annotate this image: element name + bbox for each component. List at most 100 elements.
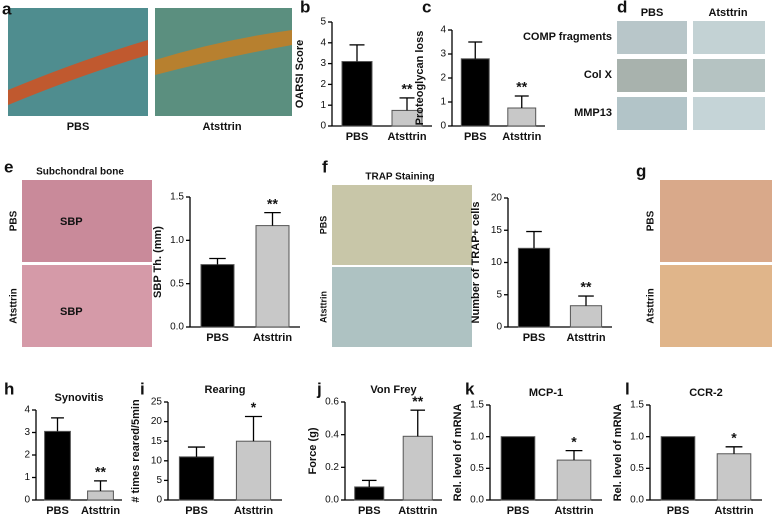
x-tick-label: Atsttrin: [234, 505, 273, 517]
image: [155, 30, 292, 75]
significance: **: [95, 464, 106, 480]
bar: [460, 58, 490, 127]
y-tick-label: 10: [151, 455, 163, 466]
chart-title: Von Frey: [370, 384, 417, 396]
y-tick-label: 0.0: [325, 495, 339, 506]
x-tick-label: Atsttrin: [398, 505, 437, 517]
x-tick-label: PBS: [206, 332, 229, 344]
y-tick-label: 2: [440, 73, 446, 84]
row-label: Atsttrin: [646, 288, 657, 324]
y-tick-label: 0.4: [325, 429, 339, 440]
panel-letter: f: [322, 157, 328, 176]
bar: [341, 61, 373, 127]
image-mark: SBP: [60, 216, 83, 228]
image: [693, 97, 765, 130]
image-title: Subchondral bone: [36, 167, 124, 178]
panel-letter: l: [625, 379, 630, 398]
panel-letter: a: [2, 0, 12, 18]
panel-letter: i: [140, 379, 145, 398]
y-tick-label: 2: [320, 79, 326, 90]
x-tick-label: PBS: [667, 505, 690, 517]
x-tick-label: PBS: [346, 131, 369, 143]
image: [8, 40, 148, 105]
bar: [660, 436, 696, 501]
x-tick-label: Atsttrin: [387, 131, 426, 143]
y-tick-label: 5: [496, 289, 502, 300]
image: [660, 265, 772, 347]
x-tick-label: Atsttrin: [714, 505, 753, 517]
y-tick-label: 1.0: [170, 235, 184, 246]
y-axis-label: Proteoglycan loss: [414, 31, 426, 126]
panel-letter: d: [617, 0, 627, 16]
x-tick-label: PBS: [46, 505, 69, 517]
x-tick-label: PBS: [507, 505, 530, 517]
image: [617, 97, 687, 130]
y-tick-label: 0: [156, 495, 162, 506]
image: [693, 59, 765, 92]
chart-title: Synovitis: [55, 392, 104, 404]
y-tick-label: 0.2: [325, 462, 339, 473]
y-tick-label: 1.5: [470, 400, 484, 411]
panel-letter: c: [422, 0, 431, 16]
panel-letter: e: [4, 157, 13, 176]
y-axis-label: Rel. level of mRNA: [452, 404, 464, 502]
image: [22, 265, 152, 347]
y-tick-label: 0: [496, 322, 502, 333]
y-tick-label: 15: [491, 225, 503, 236]
image: [693, 21, 765, 54]
y-tick-label: 1: [440, 97, 446, 108]
image-label: Atsttrin: [202, 121, 241, 133]
significance: *: [571, 433, 577, 449]
image: [660, 180, 772, 262]
column-label: PBS: [641, 7, 664, 19]
x-tick-label: Atsttrin: [253, 332, 292, 344]
y-tick-label: 0.0: [470, 495, 484, 506]
x-tick-label: Atsttrin: [554, 505, 593, 517]
x-tick-label: PBS: [464, 131, 487, 143]
row-label: Atsttrin: [318, 291, 328, 323]
row-label: PBS: [318, 216, 328, 235]
column-label: Atsttrin: [708, 7, 747, 19]
row-label: COMP fragments: [523, 31, 612, 43]
bar: [402, 435, 433, 501]
y-tick-label: 5: [156, 475, 162, 486]
panel-letter: b: [300, 0, 310, 16]
bar: [44, 430, 71, 501]
row-label: PBS: [646, 210, 657, 231]
y-tick-label: 0: [440, 121, 446, 132]
y-tick-label: 0.5: [630, 463, 644, 474]
panel-letter: k: [465, 379, 475, 398]
bar: [569, 305, 603, 328]
y-tick-label: 3: [320, 58, 326, 69]
chart-title: CCR-2: [689, 387, 723, 399]
y-axis-label: Force (g): [307, 427, 319, 474]
significance: **: [267, 195, 278, 211]
y-tick-label: 20: [151, 416, 163, 427]
x-tick-label: Atsttrin: [81, 505, 120, 517]
y-axis-label: SBP Th. (mm): [152, 226, 164, 298]
y-tick-label: 0.0: [170, 322, 184, 333]
x-tick-label: Atsttrin: [566, 332, 605, 344]
image-mark: SBP: [60, 306, 83, 318]
y-tick-label: 4: [24, 405, 30, 416]
y-tick-label: 2: [24, 450, 30, 461]
y-axis-label: OARSI Score: [294, 40, 306, 108]
y-tick-label: 20: [491, 193, 503, 204]
row-label: MMP13: [574, 107, 612, 119]
image: [617, 59, 687, 92]
y-tick-label: 3: [440, 49, 446, 60]
y-tick-label: 15: [151, 436, 163, 447]
bar: [235, 440, 272, 501]
panel-letter: j: [316, 379, 322, 398]
significance: **: [402, 81, 413, 97]
image: [8, 8, 148, 116]
y-tick-label: 1.5: [170, 192, 184, 203]
x-tick-label: PBS: [185, 505, 208, 517]
bar: [87, 490, 114, 501]
image-title: TRAP Staining: [365, 172, 434, 183]
y-axis-label: Rel. level of mRNA: [612, 404, 624, 502]
x-tick-label: Atsttrin: [502, 131, 541, 143]
y-tick-label: 25: [151, 397, 163, 408]
y-tick-label: 5: [320, 17, 326, 28]
